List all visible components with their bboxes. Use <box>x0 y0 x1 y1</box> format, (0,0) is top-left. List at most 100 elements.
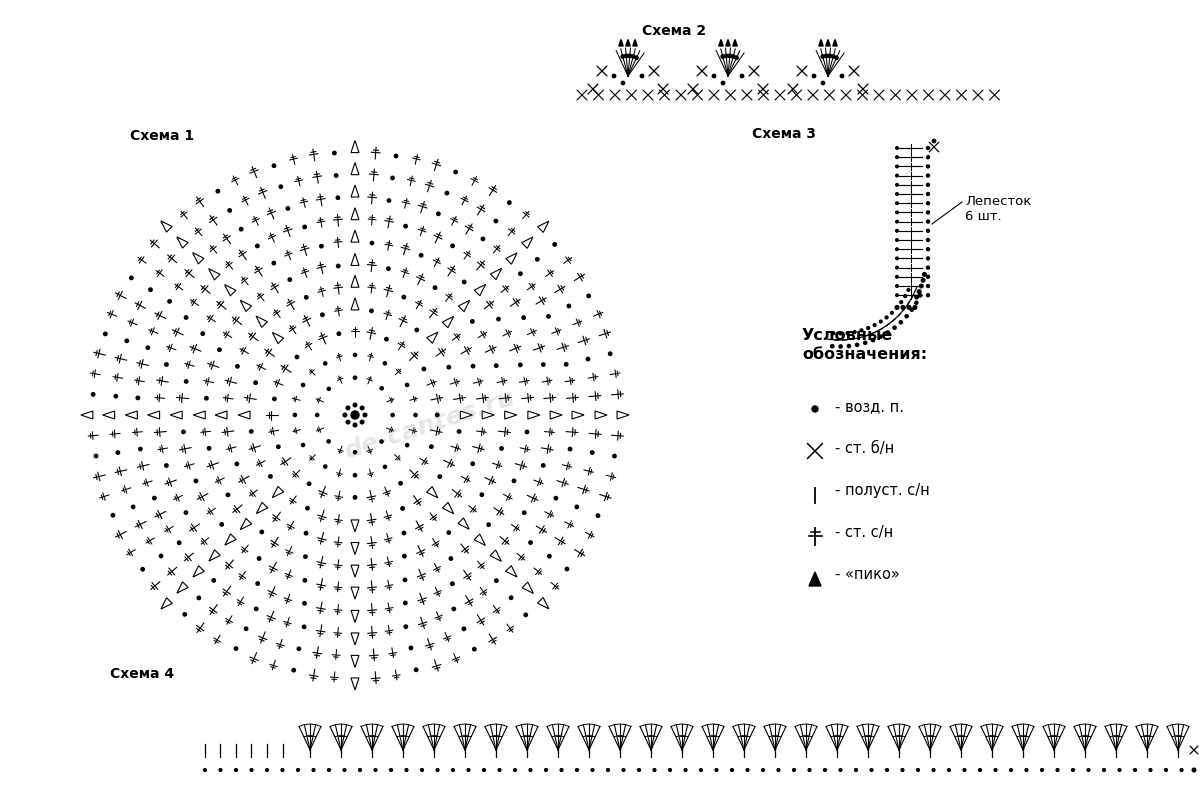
Circle shape <box>235 769 238 771</box>
Circle shape <box>624 54 628 58</box>
Circle shape <box>132 505 134 509</box>
Polygon shape <box>826 39 830 46</box>
Circle shape <box>258 557 260 560</box>
Circle shape <box>541 464 545 467</box>
Circle shape <box>914 295 918 299</box>
Circle shape <box>235 462 239 466</box>
Circle shape <box>911 308 913 311</box>
Circle shape <box>700 769 702 771</box>
Circle shape <box>587 358 589 361</box>
Circle shape <box>1164 769 1168 771</box>
Polygon shape <box>733 39 737 46</box>
Circle shape <box>328 387 330 390</box>
Circle shape <box>887 331 889 334</box>
Circle shape <box>900 301 902 303</box>
Circle shape <box>1134 769 1136 771</box>
Circle shape <box>979 769 982 771</box>
Circle shape <box>917 769 919 771</box>
Circle shape <box>136 396 139 400</box>
Circle shape <box>914 301 918 304</box>
Circle shape <box>839 769 842 771</box>
Circle shape <box>220 769 222 771</box>
Circle shape <box>835 56 839 59</box>
Circle shape <box>302 226 306 229</box>
Circle shape <box>1056 769 1058 771</box>
Circle shape <box>371 242 373 245</box>
Circle shape <box>684 769 686 771</box>
Circle shape <box>926 146 930 150</box>
Circle shape <box>194 479 198 482</box>
Circle shape <box>731 769 733 771</box>
Circle shape <box>746 769 749 771</box>
Circle shape <box>197 596 200 599</box>
Circle shape <box>178 541 181 545</box>
Circle shape <box>467 769 470 771</box>
Circle shape <box>895 266 899 269</box>
Circle shape <box>1009 769 1013 771</box>
Circle shape <box>438 475 442 478</box>
Circle shape <box>895 220 899 223</box>
Circle shape <box>130 276 133 280</box>
Circle shape <box>932 139 936 142</box>
Circle shape <box>245 627 248 630</box>
Circle shape <box>125 339 128 342</box>
Circle shape <box>185 511 187 514</box>
Circle shape <box>436 769 439 771</box>
Circle shape <box>895 146 899 150</box>
Circle shape <box>895 174 899 177</box>
Circle shape <box>596 514 600 518</box>
Circle shape <box>433 286 437 290</box>
Polygon shape <box>833 39 838 46</box>
Circle shape <box>728 54 732 58</box>
Circle shape <box>388 199 391 202</box>
Circle shape <box>272 262 276 265</box>
Circle shape <box>346 406 349 410</box>
Circle shape <box>260 530 264 534</box>
Circle shape <box>498 769 500 771</box>
Circle shape <box>293 414 296 417</box>
Circle shape <box>298 647 300 650</box>
Circle shape <box>336 264 340 268</box>
Circle shape <box>637 769 641 771</box>
Circle shape <box>713 74 715 78</box>
Circle shape <box>256 582 259 586</box>
Circle shape <box>607 769 610 771</box>
Circle shape <box>564 362 568 366</box>
Circle shape <box>406 443 409 446</box>
Circle shape <box>880 335 882 338</box>
Text: Схема 2: Схема 2 <box>642 24 706 38</box>
Circle shape <box>522 511 526 514</box>
Circle shape <box>301 383 305 386</box>
Circle shape <box>926 230 930 232</box>
Circle shape <box>164 464 168 467</box>
Circle shape <box>360 420 364 424</box>
Circle shape <box>832 332 835 334</box>
Circle shape <box>932 769 935 771</box>
Circle shape <box>895 230 899 232</box>
Circle shape <box>1193 768 1195 772</box>
Circle shape <box>839 332 842 335</box>
Text: - возд. п.: - возд. п. <box>835 399 904 414</box>
Circle shape <box>926 294 930 297</box>
Circle shape <box>451 769 455 771</box>
Circle shape <box>360 406 364 410</box>
Circle shape <box>473 647 476 651</box>
Circle shape <box>277 445 280 449</box>
Circle shape <box>725 54 728 58</box>
Circle shape <box>905 314 908 318</box>
Circle shape <box>907 289 910 291</box>
Circle shape <box>926 211 930 214</box>
Circle shape <box>886 769 888 771</box>
Circle shape <box>522 316 526 319</box>
Circle shape <box>547 314 551 318</box>
Circle shape <box>164 362 168 366</box>
Circle shape <box>860 329 863 332</box>
Circle shape <box>518 272 522 275</box>
Circle shape <box>482 769 485 771</box>
Circle shape <box>415 328 419 332</box>
Circle shape <box>451 244 455 247</box>
Circle shape <box>295 355 299 358</box>
Circle shape <box>235 365 239 368</box>
Circle shape <box>926 275 930 278</box>
Circle shape <box>390 769 392 771</box>
